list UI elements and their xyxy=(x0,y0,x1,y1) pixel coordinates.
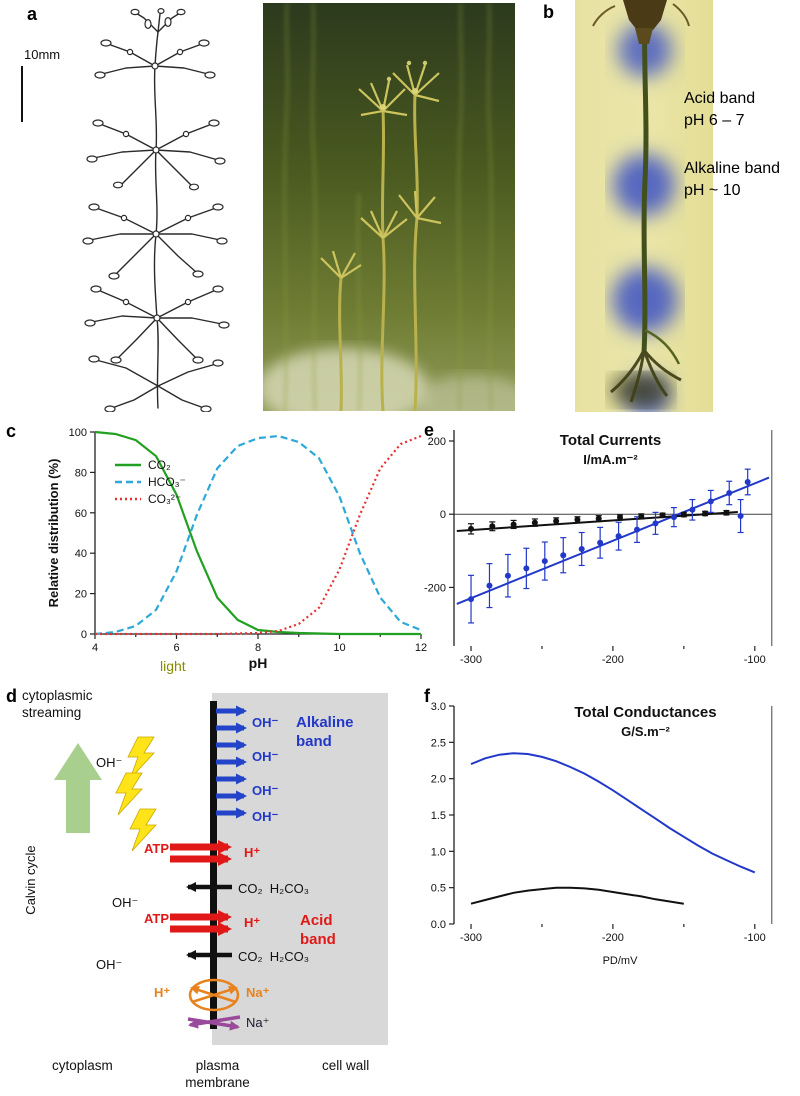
ph-banding-photo xyxy=(575,0,713,412)
na-h-exchanger-icon xyxy=(188,978,240,1012)
h-plus-label: H⁺ xyxy=(244,915,261,930)
ph-species-plot: 0 20 40 60 80 100 4 6 8 10 12 pH Relative distributi… xyxy=(46,427,427,671)
svg-text:2.5: 2.5 xyxy=(431,737,446,749)
oh-label: OH⁻ xyxy=(252,809,279,824)
panel-b-label: b xyxy=(543,2,554,22)
cytoplasmic-streaming-label: streaming xyxy=(22,705,82,720)
svg-text:60: 60 xyxy=(75,508,87,520)
svg-text:40: 40 xyxy=(75,548,87,560)
acid-band-annotation: Acid band xyxy=(684,90,756,107)
svg-text:-200: -200 xyxy=(602,654,624,666)
streaming-arrow xyxy=(54,743,102,833)
svg-text:0.5: 0.5 xyxy=(431,883,446,895)
total-currents-chart: 200 0 -200 -300 -200 -100 Total Currents I/mA… xyxy=(418,424,798,676)
svg-text:200: 200 xyxy=(428,436,446,448)
panel-a-label: a xyxy=(27,4,38,24)
cytoplasmic-streaming-label: cytoplasmic xyxy=(22,688,93,703)
svg-text:1.0: 1.0 xyxy=(431,846,446,858)
cell-wall-label: cell wall xyxy=(322,1058,370,1073)
svg-text:-100: -100 xyxy=(744,654,766,666)
membrane-diagram-graphics xyxy=(54,693,388,1045)
h-plus-label: H⁺ xyxy=(244,845,261,860)
atp-label: ATP xyxy=(144,841,170,856)
plasma-membrane-line xyxy=(210,701,217,1029)
oh-efflux-arrows xyxy=(216,705,247,819)
svg-text:CO₃²⁻: CO₃²⁻ xyxy=(148,492,181,506)
cell-wall-region xyxy=(212,693,388,1045)
acid-band-label: Acid xyxy=(300,912,333,929)
alkaline-band-annotation: Alkaline band xyxy=(684,160,781,177)
plasma-membrane-label: plasma xyxy=(195,1058,240,1073)
svg-text:20: 20 xyxy=(75,589,87,601)
svg-text:PD/mV: PD/mV xyxy=(603,955,639,967)
svg-text:-300: -300 xyxy=(460,932,482,944)
oh-label: OH⁻ xyxy=(96,755,123,770)
panel-d-label: d xyxy=(6,686,17,706)
oh-label: OH⁻ xyxy=(252,783,279,798)
panel-c-label: c xyxy=(6,421,17,441)
svg-text:0.0: 0.0 xyxy=(431,919,446,931)
svg-text:1.5: 1.5 xyxy=(431,810,446,822)
scale-bar-label: 10mm xyxy=(24,47,61,62)
svg-text:10: 10 xyxy=(333,642,345,654)
svg-text:4: 4 xyxy=(92,642,98,654)
oh-label: OH⁻ xyxy=(112,895,139,910)
proton-pump-arrows xyxy=(170,840,232,936)
svg-text:6: 6 xyxy=(173,642,179,654)
svg-text:HCO₃⁻: HCO₃⁻ xyxy=(148,475,186,489)
oh-label: OH⁻ xyxy=(252,715,279,730)
alkaline-band-label: Alkaline xyxy=(296,714,354,731)
total-conductances-title: Total Conductances xyxy=(574,704,717,721)
light-label: light xyxy=(160,658,186,674)
svg-text:0: 0 xyxy=(81,629,87,641)
svg-text:-100: -100 xyxy=(744,932,766,944)
total-conductances-subtitle: G/S.m⁻² xyxy=(621,724,670,739)
svg-text:-200: -200 xyxy=(424,582,446,594)
panel-e-label: e xyxy=(424,420,435,440)
h-plus-label: H⁺ xyxy=(154,985,171,1000)
total-conductances-chart: 0.0 0.5 1.0 1.5 2.0 2.5 3.0 -300 -200 -100 PD/mV T… xyxy=(418,692,798,970)
co2-h2co3-label: CO₂ H₂CO₃ xyxy=(238,949,309,964)
total-currents-subtitle: I/mA.m⁻² xyxy=(583,452,638,467)
total-conductances-plot: 0.0 0.5 1.0 1.5 2.0 2.5 3.0 -300 -200 -100 PD/mV xyxy=(431,701,773,967)
svg-text:CO₂: CO₂ xyxy=(148,458,171,472)
svg-text:8: 8 xyxy=(255,642,261,654)
svg-text:pH: pH xyxy=(249,655,268,671)
alkaline-band-ph: pH ~ 10 xyxy=(684,182,741,199)
oh-label: OH⁻ xyxy=(252,749,279,764)
plasma-membrane-label: membrane xyxy=(185,1075,250,1090)
atp-label: ATP xyxy=(144,911,170,926)
co2-h2co3-label: CO₂ H₂CO₃ xyxy=(238,881,309,896)
alkaline-band-label: band xyxy=(296,733,332,750)
na-plus-label: Na⁺ xyxy=(246,985,270,1000)
panel-f-label: f xyxy=(424,686,430,706)
svg-text:Relative distribution (%): Relative distribution (%) xyxy=(46,459,61,608)
svg-text:3.0: 3.0 xyxy=(431,701,446,713)
co2-influx-arrows xyxy=(186,882,232,960)
total-currents-title: Total Currents xyxy=(559,432,662,449)
svg-text:12: 12 xyxy=(415,642,427,654)
calvin-cycle-label: Calvin cycle xyxy=(23,845,38,915)
membrane-diagram: cytoplasmic streaming Calvin cycle OH⁻ O… xyxy=(0,685,435,1096)
svg-text:80: 80 xyxy=(75,467,87,479)
scale-bar-line xyxy=(21,66,23,122)
na-plus-label: Na⁺ xyxy=(246,1015,270,1030)
cytoplasm-label: cytoplasm xyxy=(52,1058,113,1073)
lightning-bolts-icon xyxy=(115,736,157,852)
svg-text:-300: -300 xyxy=(460,654,482,666)
total-currents-plot: 200 0 -200 -300 -200 -100 xyxy=(424,430,773,666)
svg-text:-200: -200 xyxy=(602,932,624,944)
acid-band-ph: pH 6 – 7 xyxy=(684,112,745,129)
ph-species-chart: 0 20 40 60 80 100 4 6 8 10 12 pH Relative distributi… xyxy=(38,424,433,674)
svg-text:0: 0 xyxy=(440,509,446,521)
stem xyxy=(641,7,649,353)
svg-text:2.0: 2.0 xyxy=(431,774,446,786)
chara-line-drawing xyxy=(82,8,230,412)
na-transport-arrows xyxy=(187,1015,241,1031)
svg-text:100: 100 xyxy=(69,427,87,439)
chara-photo xyxy=(263,3,515,411)
oh-label: OH⁻ xyxy=(96,957,123,972)
acid-band-label: band xyxy=(300,931,336,948)
